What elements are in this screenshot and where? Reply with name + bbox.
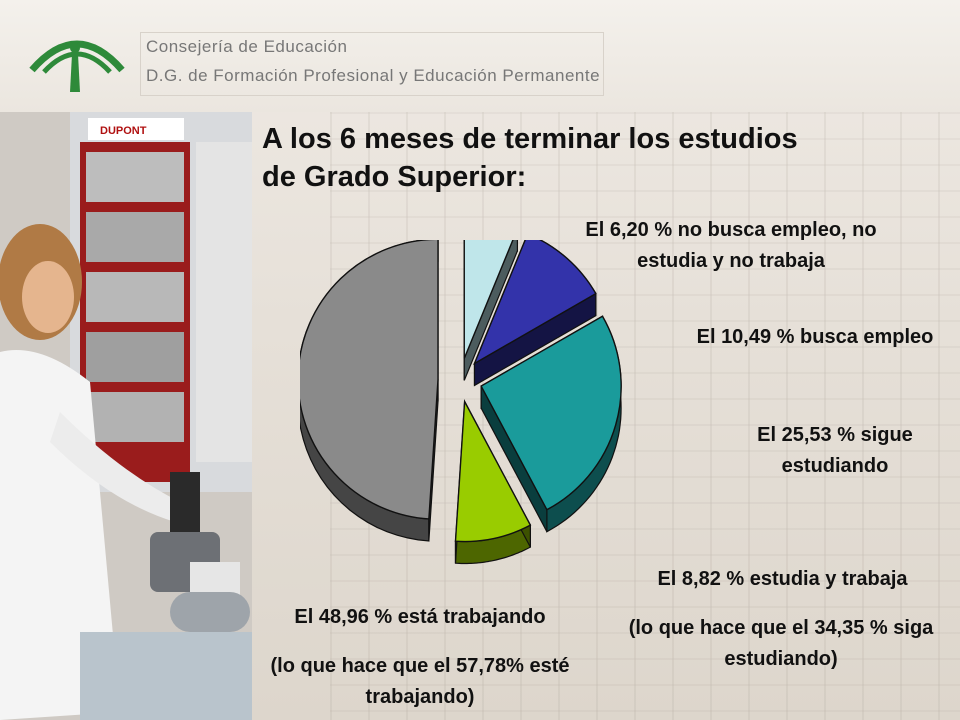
pie-slice-4 [454, 399, 532, 565]
org-department: D.G. de Formación Profesional y Educació… [146, 66, 601, 85]
label-no-busca: El 6,20 % no busca empleo, no estudia y … [585, 219, 877, 272]
label-busca-empleo: El 10,49 % busca empleo [696, 326, 934, 348]
label-trabajando: El 48,96 % está trabajando [294, 606, 546, 628]
junta-andalucia-logo-icon [22, 18, 132, 102]
pie-slice-5 [300, 240, 439, 542]
pie-slice-top-2 [473, 240, 597, 366]
label-sigue-estudiando: El 25,53 % sigue estudiando [757, 424, 913, 477]
pie-chart [300, 240, 622, 565]
lab-worker-photo: DUPONT [0, 112, 252, 720]
label-estudia-trabaja: El 8,82 % estudia y trabaja [657, 568, 908, 590]
chart-title: A los 6 meses de terminar los estudios d… [262, 123, 798, 193]
label-estudia-note: (lo que hace que el 34,35 % siga estudia… [628, 617, 934, 670]
pie-slice-1 [463, 240, 519, 381]
label-trabajando-note: (lo que hace que el 57,78% esté trabajan… [270, 655, 570, 708]
pie-slice-top-3 [480, 315, 622, 511]
pie-slice-top-5 [300, 240, 439, 520]
org-name: Consejería de Educación [146, 37, 348, 56]
org-box [140, 32, 604, 96]
svg-text:DUPONT: DUPONT [100, 125, 147, 137]
pie-slice-top-1 [463, 240, 514, 359]
header-band [0, 0, 960, 112]
pie-slice-3 [480, 315, 622, 533]
pie-slice-top-4 [454, 399, 532, 543]
pie-slice-2 [473, 240, 597, 387]
